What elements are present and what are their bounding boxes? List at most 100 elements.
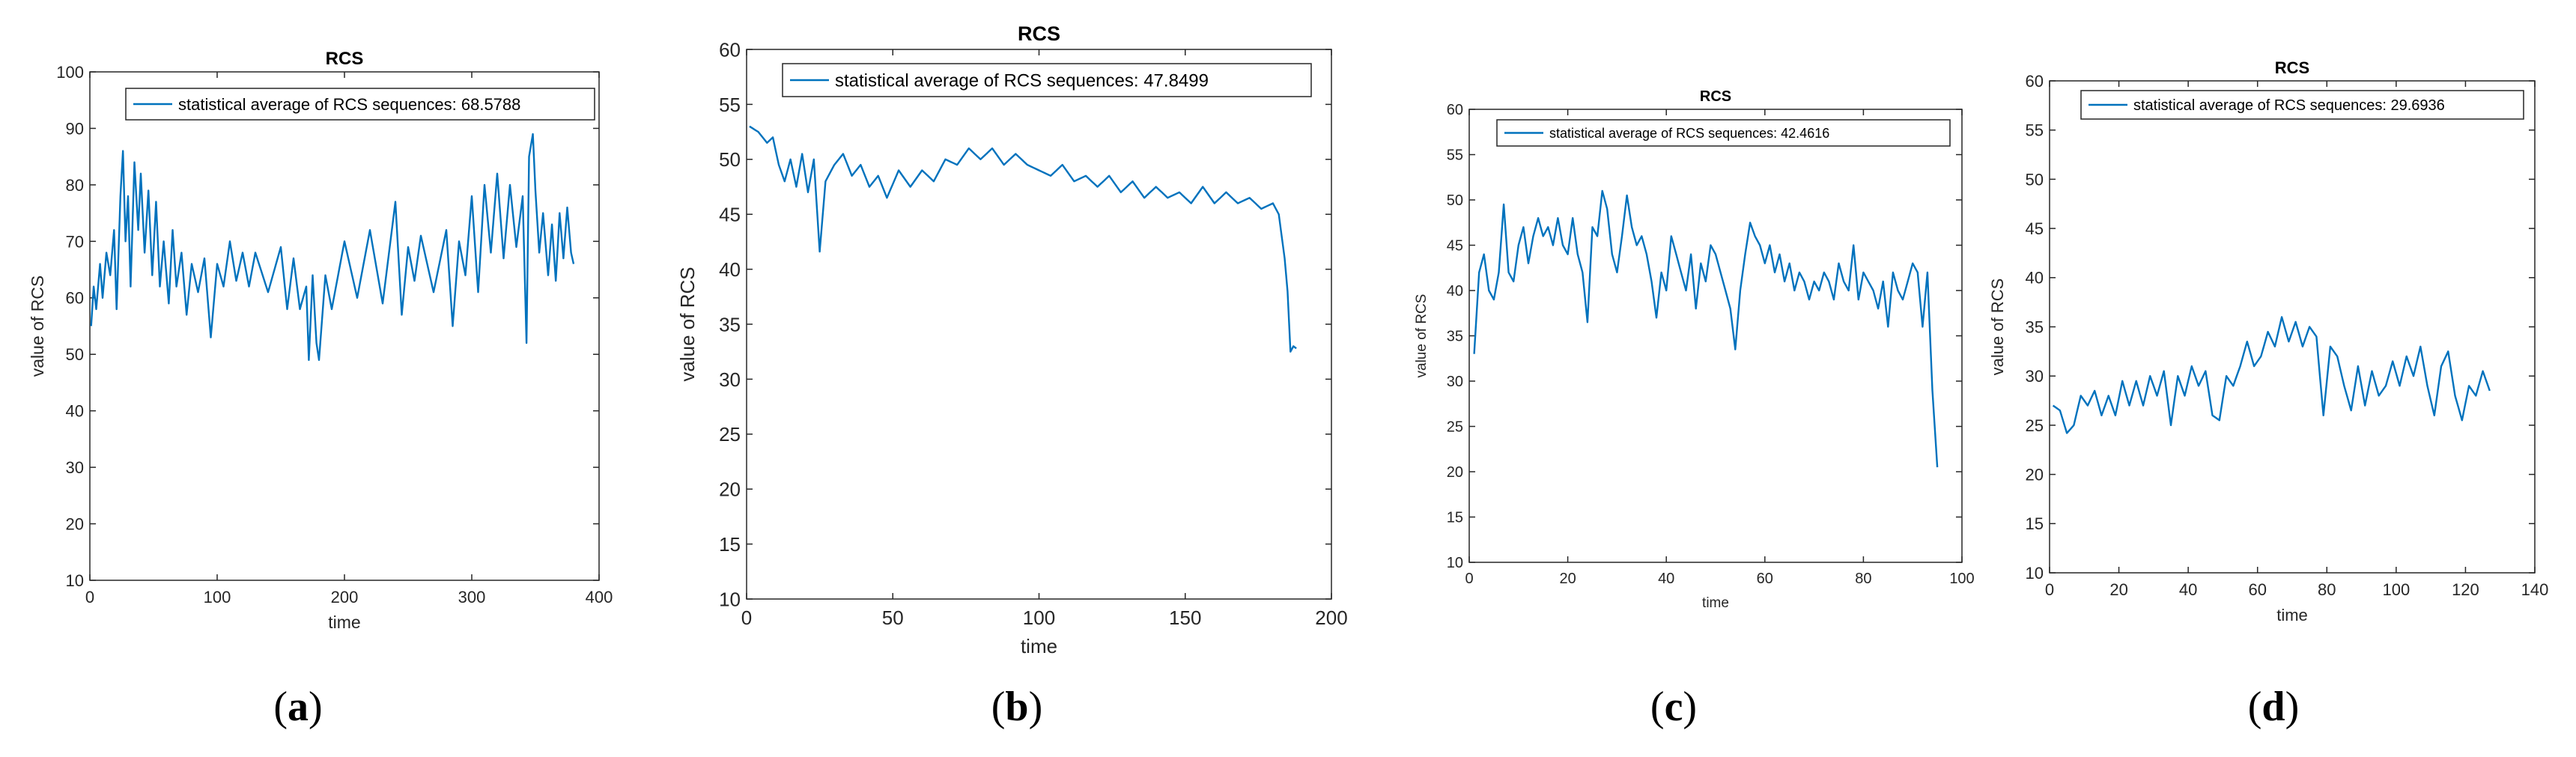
y-tick-label: 20 — [1447, 464, 1463, 481]
y-tick-label: 15 — [2026, 514, 2044, 533]
y-tick-label: 20 — [2026, 466, 2044, 484]
panel-caption: (d) — [2248, 684, 2299, 730]
y-tick-label: 60 — [66, 289, 84, 308]
x-tick-label: 200 — [331, 588, 359, 606]
legend: statistical average of RCS sequences: 68… — [125, 88, 595, 121]
y-tick-label: 35 — [1447, 329, 1463, 345]
y-tick-label: 55 — [1447, 148, 1463, 164]
x-tick-label: 40 — [2179, 580, 2197, 599]
x-tick-label: 0 — [2045, 580, 2054, 599]
y-tick-label: 20 — [719, 478, 741, 501]
y-tick-label: 60 — [2026, 72, 2044, 91]
legend-label: statistical average of RCS sequences: 68… — [178, 95, 520, 114]
y-tick-label: 30 — [719, 368, 741, 391]
series-line — [2052, 316, 2491, 434]
y-tick-label: 50 — [1447, 192, 1463, 209]
y-tick-label: 35 — [719, 313, 741, 335]
x-tick-label: 150 — [1169, 606, 1201, 629]
legend-box — [1496, 119, 1951, 147]
y-tick-label: 50 — [66, 345, 84, 364]
x-tick-label: 0 — [85, 588, 94, 606]
legend: statistical average of RCS sequences: 29… — [2080, 90, 2524, 120]
y-tick-label: 10 — [2026, 564, 2044, 583]
x-tick-label: 200 — [1315, 606, 1347, 629]
y-tick-label: 10 — [719, 588, 741, 610]
x-tick-label: 0 — [1465, 571, 1473, 587]
x-tick-label: 60 — [2248, 580, 2266, 599]
y-axis-label: value of RCS — [28, 276, 47, 377]
y-tick-label: 20 — [66, 514, 84, 533]
chart-title: RCS — [1018, 22, 1060, 45]
y-tick-label: 35 — [2026, 317, 2044, 336]
y-tick-label: 50 — [2026, 170, 2044, 189]
legend-box — [2080, 90, 2524, 120]
y-tick-label: 55 — [2026, 121, 2044, 140]
y-tick-label: 70 — [66, 232, 84, 251]
y-tick-label: 15 — [1447, 510, 1463, 526]
y-axis-label: value of RCS — [676, 267, 699, 381]
x-axis-label: time — [1702, 595, 1729, 611]
y-tick-label: 50 — [719, 148, 741, 171]
y-tick-label: 40 — [66, 402, 84, 421]
y-tick-label: 60 — [719, 38, 741, 61]
chart-title: RCS — [326, 49, 364, 69]
x-tick-label: 80 — [1855, 571, 1871, 587]
x-tick-label: 0 — [741, 606, 752, 629]
chart-panel: RCS 0 20 40 60 80 100 10 15 20 25 30 35 40 45 50 55 60 tim… — [1414, 88, 1975, 730]
y-tick-label: 40 — [2026, 269, 2044, 288]
y-tick-label: 100 — [56, 63, 84, 82]
x-tick-label: 100 — [1023, 606, 1055, 629]
y-axis-label: value of RCS — [1414, 294, 1430, 378]
y-tick-label: 30 — [1447, 374, 1463, 390]
legend-box — [782, 63, 1312, 97]
y-tick-label: 55 — [719, 94, 741, 116]
series-line — [749, 125, 1297, 353]
x-axis-label: time — [328, 612, 360, 632]
y-tick-label: 45 — [1447, 238, 1463, 255]
y-tick-label: 15 — [719, 533, 741, 556]
y-tick-label: 40 — [1447, 283, 1463, 300]
y-tick-label: 60 — [1447, 102, 1463, 118]
y-tick-label: 45 — [719, 204, 741, 226]
legend-label: statistical average of RCS sequences: 29… — [2133, 97, 2445, 114]
x-tick-label: 100 — [204, 588, 231, 606]
x-tick-label: 40 — [1658, 571, 1674, 587]
y-axis-label: value of RCS — [1988, 279, 2007, 376]
y-tick-label: 90 — [66, 119, 84, 138]
chart-title: RCS — [2275, 58, 2309, 77]
x-tick-label: 100 — [2382, 580, 2410, 599]
y-tick-label: 30 — [2026, 367, 2044, 386]
x-tick-label: 300 — [458, 588, 486, 606]
chart-panel: RCS 0 100 200 300 400 10 20 30 40 50 60 70 80 90 100 tim… — [28, 49, 613, 730]
x-tick-label: 140 — [2521, 580, 2549, 599]
x-axis-label: time — [1021, 635, 1057, 657]
x-tick-label: 400 — [586, 588, 613, 606]
series-line — [1473, 189, 1939, 468]
legend: statistical average of RCS sequences: 42… — [1496, 119, 1951, 147]
x-axis-label: time — [2276, 606, 2308, 624]
legend-label: statistical average of RCS sequences: 47… — [835, 71, 1209, 91]
x-tick-label: 120 — [2452, 580, 2479, 599]
x-tick-label: 20 — [1559, 571, 1576, 587]
x-tick-label: 80 — [2318, 580, 2336, 599]
legend: statistical average of RCS sequences: 47… — [782, 63, 1312, 97]
y-tick-label: 40 — [719, 258, 741, 281]
chart-panel: RCS 0 50 100 150 200 10 15 20 25 30 35 40 45 50 55 60 tim… — [676, 22, 1348, 730]
legend-box — [125, 88, 595, 121]
y-tick-label: 45 — [2026, 219, 2044, 238]
x-tick-label: 50 — [882, 606, 904, 629]
y-tick-label: 25 — [1447, 419, 1463, 436]
y-tick-label: 25 — [2026, 416, 2044, 435]
legend-label: statistical average of RCS sequences: 42… — [1549, 126, 1829, 141]
chart-panel: RCS 0 20 40 60 80 100 120 140 10 15 20 25 30 35 40 45 50 5… — [1988, 58, 2548, 730]
panel-caption: (c) — [1650, 684, 1697, 730]
series-line — [90, 133, 575, 361]
panel-caption: (b) — [991, 684, 1042, 730]
panel-caption: (a) — [273, 684, 322, 730]
x-tick-label: 60 — [1757, 571, 1773, 587]
x-tick-label: 100 — [1949, 571, 1974, 587]
y-tick-label: 25 — [719, 423, 741, 446]
x-tick-label: 20 — [2109, 580, 2127, 599]
